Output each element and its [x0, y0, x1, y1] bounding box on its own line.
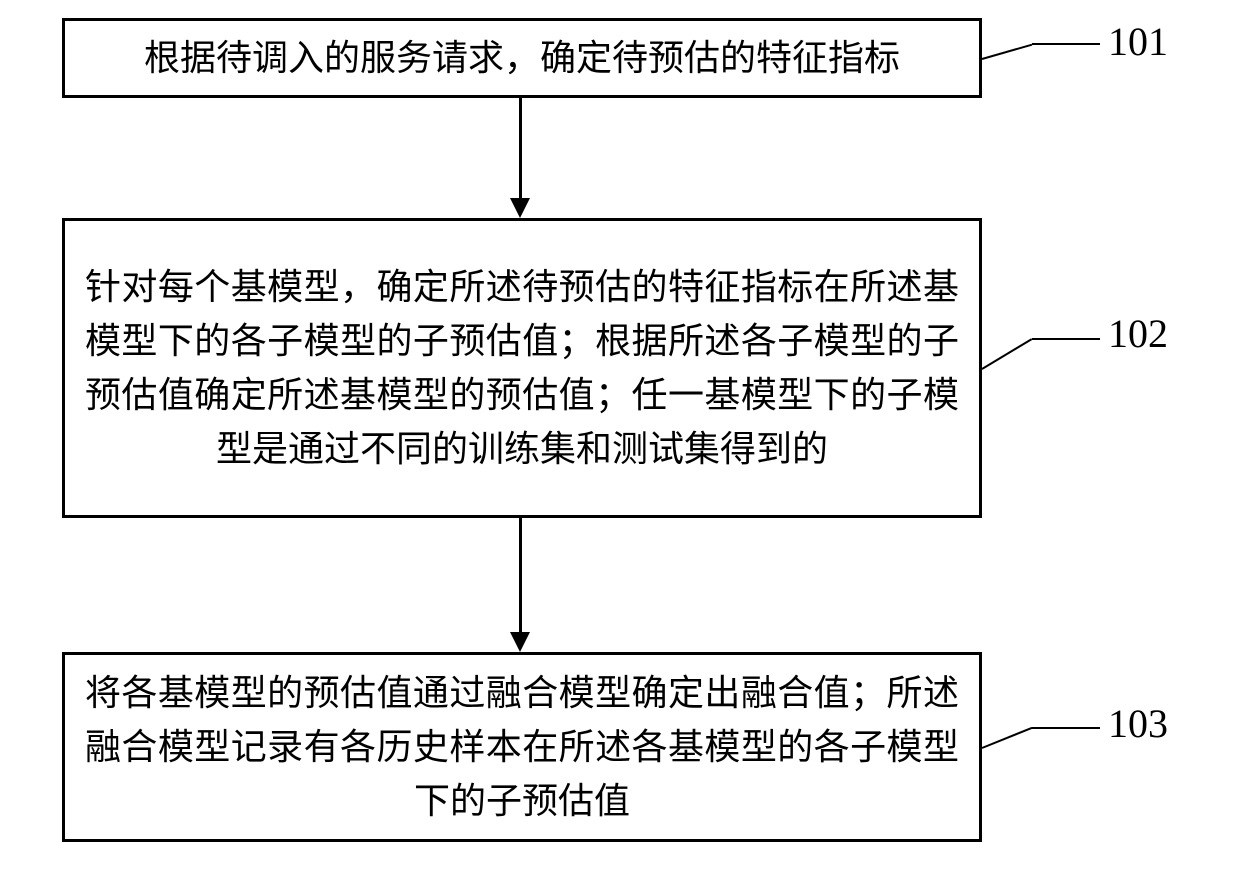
leader-103-diag: [982, 727, 1033, 749]
arrow-1-2-line: [519, 98, 522, 198]
step-label-101: 101: [1108, 18, 1168, 65]
flow-node-1: 根据待调入的服务请求，确定待预估的特征指标: [62, 18, 982, 98]
arrow-2-3-line: [519, 518, 522, 632]
arrow-2-3-head: [510, 632, 530, 652]
leader-101-diag: [982, 44, 1033, 60]
flow-node-2-text: 针对每个基模型，确定所述待预估的特征指标在所述基模型下的各子模型的子预估值；根据…: [85, 260, 959, 476]
leader-103-h: [1032, 727, 1100, 729]
leader-102-h: [1032, 338, 1100, 340]
arrow-1-2-head: [510, 198, 530, 218]
leader-101-h: [1032, 43, 1100, 45]
flow-node-1-text: 根据待调入的服务请求，确定待预估的特征指标: [144, 31, 900, 85]
leader-102-diag: [981, 338, 1032, 370]
flow-node-2: 针对每个基模型，确定所述待预估的特征指标在所述基模型下的各子模型的子预估值；根据…: [62, 218, 982, 518]
flow-node-3-text: 将各基模型的预估值通过融合模型确定出融合值；所述融合模型记录有各历史样本在所述各…: [85, 666, 959, 828]
flow-node-3: 将各基模型的预估值通过融合模型确定出融合值；所述融合模型记录有各历史样本在所述各…: [62, 652, 982, 842]
step-label-102: 102: [1108, 310, 1168, 357]
step-label-103: 103: [1108, 700, 1168, 747]
